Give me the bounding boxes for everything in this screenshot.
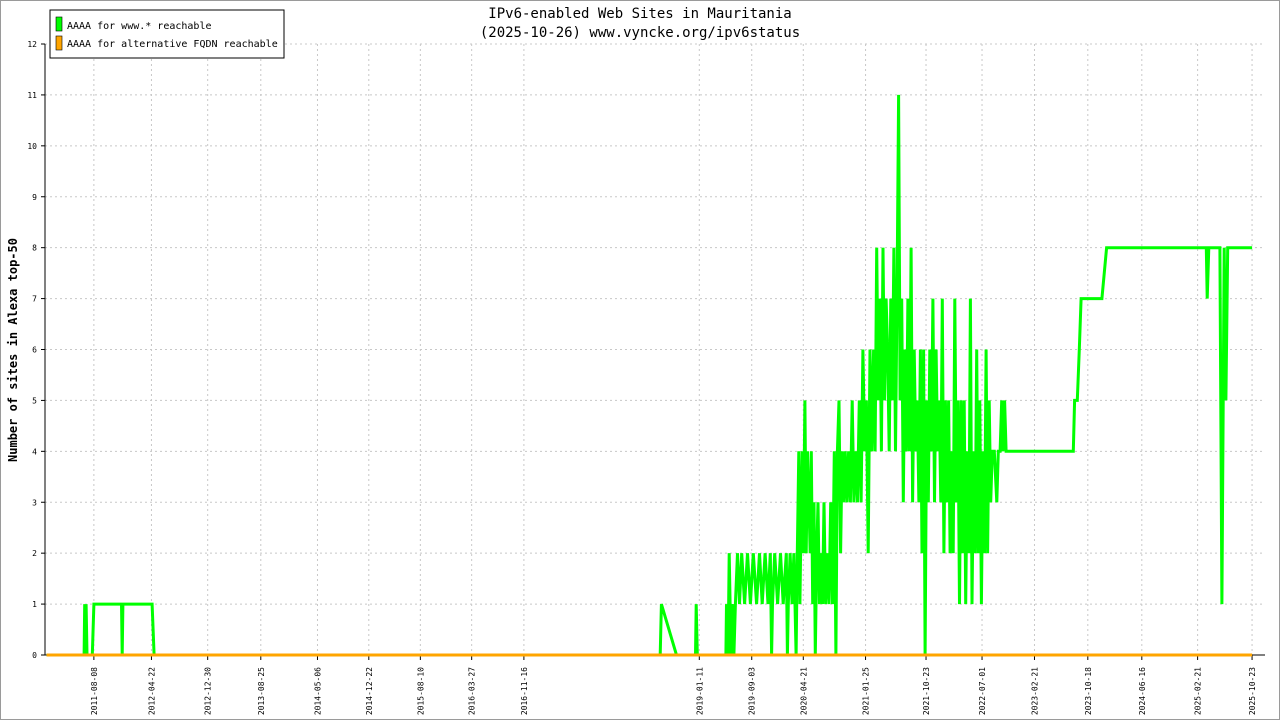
series-line-www [46,94,1253,657]
x-tick-label: 2021-01-25 [862,667,871,715]
x-tick-label: 2019-09-03 [748,667,757,715]
legend-swatch-www [55,16,63,32]
y-tick-label: 11 [27,91,37,100]
x-tick-label: 2023-02-21 [1030,667,1039,715]
y-tick-label: 2 [32,549,37,558]
y-tick-label: 6 [32,346,37,355]
x-tick-label: 2022-07-01 [978,667,987,715]
y-tick-label: 1 [32,600,37,609]
x-tick-label: 2014-05-06 [313,667,322,715]
x-tick-label: 2012-04-22 [147,667,156,715]
x-tick-label: 2025-02-21 [1194,667,1203,715]
x-tick-labels: 2011-08-08 2012-04-22 2012-12-30 2013-08-25… [90,667,1257,715]
x-tick-label: 2024-06-16 [1138,667,1147,715]
legend-box [49,9,285,59]
x-tick-label: 2019-01-11 [695,667,704,715]
y-tick-label: 3 [32,498,37,507]
y-tick-label: 5 [32,396,37,405]
y-tick-label: 0 [32,651,37,660]
y-axis-label: Number of sites in Alexa top-50 [6,238,20,462]
x-tick-label: 2025-10-23 [1248,667,1257,715]
x-tick-label: 2015-08-10 [416,667,425,715]
y-tick-label: 10 [27,142,37,151]
legend-label-www: AAAA for www.* reachable [67,21,212,32]
x-tick-label: 2016-03-27 [468,667,477,715]
legend-swatch-alt-fqdn [55,35,63,51]
chart-subtitle: (2025-10-26) www.vyncke.org/ipv6status [480,25,800,41]
legend: AAAA for www.* reachable AAAA for altern… [49,9,285,59]
grid [45,43,1265,655]
x-tick-label: 2012-12-30 [204,667,213,715]
axes [41,43,1265,660]
chart-title: IPv6-enabled Web Sites in Mauritania [488,6,791,22]
legend-label-alt-fqdn: AAAA for alternative FQDN reachable [67,39,278,50]
x-tick-label: 2023-10-18 [1084,667,1093,715]
series-layer [46,94,1253,657]
x-tick-label: 2014-12-22 [365,667,374,715]
y-tick-label: 4 [32,447,37,456]
y-tick-label: 8 [32,244,37,253]
y-tick-label: 12 [27,40,37,49]
x-tick-label: 2016-11-16 [520,667,529,715]
y-tick-label: 9 [32,193,37,202]
x-tick-label: 2013-08-25 [257,667,266,715]
x-tick-label: 2020-04-21 [799,667,808,715]
x-tick-label: 2011-08-08 [90,667,99,715]
y-tick-label: 7 [32,295,37,304]
x-tick-label: 2021-10-23 [922,667,931,715]
